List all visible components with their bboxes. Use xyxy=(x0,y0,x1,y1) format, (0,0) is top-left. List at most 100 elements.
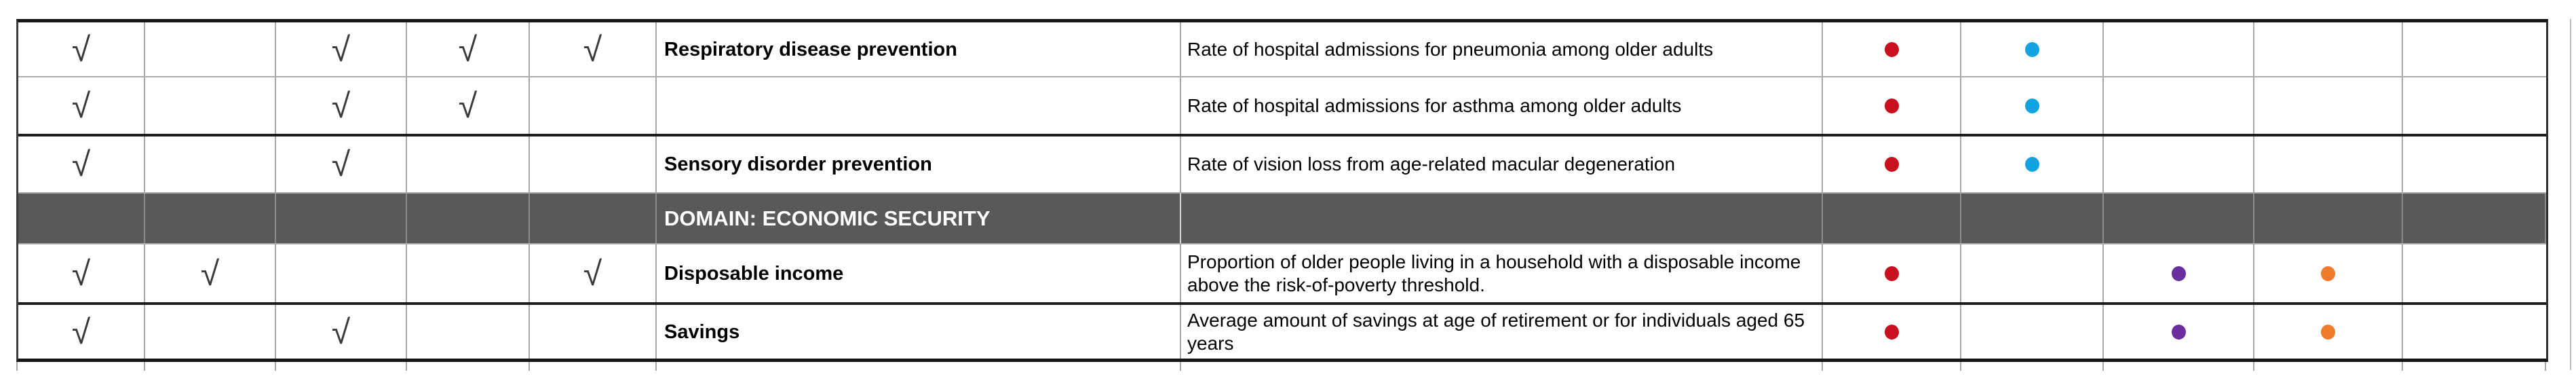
indicator-description-cell: Rate of hospital admissions for asthma a… xyxy=(1181,77,1823,134)
cyan-marker-dot xyxy=(2024,157,2039,172)
column-line-stub xyxy=(2253,362,2254,371)
cyan-marker-dot xyxy=(2024,98,2039,113)
domain-header-cell xyxy=(1823,194,1961,243)
checkmark-icon: √ xyxy=(583,254,602,293)
indicator-table: √ √ √ √ Respiratory disease prevention Rate o… xyxy=(16,19,2548,362)
indicator-description-cell: Rate of hospital admissions for pneumoni… xyxy=(1181,22,1823,76)
marker-cell xyxy=(2254,136,2403,192)
checkmark-icon: √ xyxy=(71,86,91,125)
indicator-title-cell xyxy=(657,77,1181,134)
marker-cell xyxy=(1961,244,2104,302)
domain-header-cell xyxy=(2403,194,2546,243)
column-line-stub xyxy=(655,362,657,371)
indicator-description-cell: Average amount of savings at age of reti… xyxy=(1181,305,1823,359)
marker-cell xyxy=(1823,244,1961,302)
table-row: √ √ Sensory disorder prevention Rate of vis… xyxy=(18,134,2546,192)
check-cell: √ xyxy=(18,77,145,134)
indicator-description: Rate of hospital admissions for pneumoni… xyxy=(1187,38,1714,60)
check-cell xyxy=(407,244,530,302)
domain-header-cell xyxy=(1181,194,1823,243)
orange-marker-dot xyxy=(2321,266,2335,281)
indicator-description: Rate of hospital admissions for asthma a… xyxy=(1187,94,1682,116)
check-cell: √ xyxy=(18,305,145,359)
indicator-description: Proportion of older people living in a h… xyxy=(1187,251,1801,295)
indicator-description-cell: Rate of vision loss from age-related mac… xyxy=(1181,136,1823,192)
check-cell: √ xyxy=(276,22,407,76)
marker-cell xyxy=(2403,77,2546,134)
marker-cell xyxy=(2104,305,2254,359)
column-line-stub xyxy=(2102,362,2104,371)
check-cell xyxy=(407,136,530,192)
checkmark-icon: √ xyxy=(71,254,91,293)
indicator-title: Disposable income xyxy=(664,262,844,285)
check-cell: √ xyxy=(18,22,145,76)
check-cell: √ xyxy=(18,244,145,302)
domain-header-cell xyxy=(145,194,276,243)
column-line-stub xyxy=(2545,362,2546,371)
check-cell: √ xyxy=(530,22,657,76)
domain-header-cell xyxy=(276,194,407,243)
checkmark-icon: √ xyxy=(71,145,91,183)
check-cell xyxy=(530,305,657,359)
marker-cell xyxy=(1961,22,2104,76)
marker-cell xyxy=(2104,77,2254,134)
check-cell xyxy=(276,244,407,302)
checkmark-icon: √ xyxy=(458,86,478,125)
red-marker-dot xyxy=(1884,98,1899,113)
check-cell xyxy=(145,136,276,192)
purple-marker-dot xyxy=(2171,266,2186,281)
table-row: √ √ √ √ Respiratory disease prevention Rate o… xyxy=(18,22,2546,76)
column-line-stub xyxy=(2402,362,2403,371)
check-cell: √ xyxy=(407,77,530,134)
cyan-marker-dot xyxy=(2024,41,2039,57)
marker-cell xyxy=(2403,305,2546,359)
indicator-title-cell: Respiratory disease prevention xyxy=(657,22,1181,76)
domain-header-cell xyxy=(407,194,530,243)
marker-cell xyxy=(2254,77,2403,134)
column-line-stub xyxy=(1960,362,1961,371)
checkmark-icon: √ xyxy=(200,254,220,293)
indicator-description: Average amount of savings at age of reti… xyxy=(1187,309,1805,354)
column-line-stub xyxy=(16,362,18,371)
check-cell: √ xyxy=(530,244,657,302)
domain-header-label-cell: DOMAIN: ECONOMIC SECURITY xyxy=(657,194,1181,243)
domain-header-cell xyxy=(530,194,657,243)
domain-header-cell xyxy=(2104,194,2254,243)
domain-header-cell xyxy=(18,194,145,243)
check-cell: √ xyxy=(18,136,145,192)
table-row: √ √ √ Rate of hospital admissions for asthm… xyxy=(18,76,2546,134)
check-cell: √ xyxy=(145,244,276,302)
marker-cell xyxy=(2403,22,2546,76)
checkmark-icon: √ xyxy=(331,30,351,69)
check-cell xyxy=(530,136,657,192)
column-line-stub xyxy=(1822,362,1823,371)
red-marker-dot xyxy=(1884,157,1899,172)
domain-header-cell xyxy=(1961,194,2104,243)
red-marker-dot xyxy=(1884,41,1899,57)
column-line-stub xyxy=(144,362,145,371)
domain-header-cell xyxy=(2254,194,2403,243)
column-line-stub xyxy=(528,362,530,371)
indicator-title: Sensory disorder prevention xyxy=(664,153,932,175)
indicator-title-cell: Savings xyxy=(657,305,1181,359)
marker-cell xyxy=(2403,136,2546,192)
marker-cell xyxy=(1823,77,1961,134)
red-marker-dot xyxy=(1884,266,1899,281)
checkmark-icon: √ xyxy=(71,30,91,69)
column-line-stub xyxy=(406,362,407,371)
column-line-stub xyxy=(1180,362,1181,371)
indicator-title: Savings xyxy=(664,321,740,343)
marker-cell xyxy=(2403,244,2546,302)
sheet-edge-line xyxy=(2570,19,2571,370)
marker-cell xyxy=(2254,305,2403,359)
indicator-description: Rate of vision loss from age-related mac… xyxy=(1187,153,1676,175)
marker-cell xyxy=(2254,22,2403,76)
table-row: √ √ Savings Average amount of savings at ag… xyxy=(18,302,2546,359)
red-marker-dot xyxy=(1884,324,1899,340)
marker-cell xyxy=(2104,244,2254,302)
checkmark-icon: √ xyxy=(583,30,602,69)
check-cell: √ xyxy=(276,305,407,359)
column-line-stub xyxy=(275,362,276,371)
check-cell xyxy=(145,77,276,134)
